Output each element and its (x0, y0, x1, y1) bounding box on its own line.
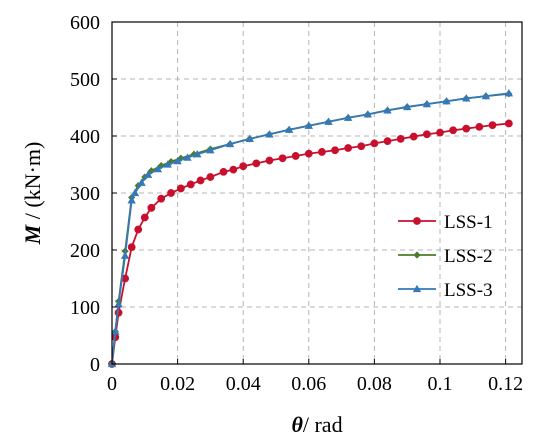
data-point (383, 137, 392, 146)
data-point (481, 91, 491, 100)
data-point (206, 173, 215, 181)
grid-lines (112, 22, 522, 364)
x-tick-label: 0.12 (488, 373, 523, 395)
data-point (291, 152, 300, 160)
data-point (229, 165, 238, 174)
data-point (422, 99, 432, 108)
legend-item: LSS-2 (398, 246, 493, 267)
y-tick-label: 600 (70, 12, 100, 34)
data-point (396, 134, 405, 143)
data-point (343, 113, 353, 121)
data-point (409, 132, 418, 141)
data-point (147, 203, 156, 212)
data-point (265, 130, 274, 138)
data-point (137, 178, 146, 186)
y-tick-label: 300 (70, 183, 100, 205)
y-axis-label: M / (kN·m) (20, 142, 45, 246)
y-tick-label: 0 (90, 354, 100, 376)
data-point (183, 153, 192, 161)
x-tick-label: 0 (107, 373, 117, 395)
data-point (196, 176, 205, 185)
data-point (127, 196, 136, 204)
legend-label: LSS-3 (444, 280, 493, 301)
data-point (245, 134, 254, 142)
data-point (143, 170, 153, 178)
data-point (114, 299, 123, 308)
data-point (475, 122, 484, 131)
data-point (225, 139, 235, 148)
data-point (488, 121, 497, 130)
legend-marker (413, 251, 421, 259)
x-axis-unit: / rad (303, 412, 343, 437)
data-point (252, 159, 261, 168)
y-tick-label: 500 (70, 69, 100, 91)
x-tick-label: 0.04 (226, 373, 261, 395)
y-tick-label: 200 (70, 240, 100, 262)
data-point (186, 180, 195, 189)
data-point (173, 156, 182, 165)
data-point (134, 225, 143, 234)
data-point (130, 188, 140, 197)
data-point (422, 130, 431, 139)
x-tick-label: 0.1 (428, 373, 453, 395)
data-point (278, 154, 287, 163)
data-point (462, 94, 471, 102)
x-axis-symbol: θ (291, 412, 303, 437)
data-point (127, 243, 136, 252)
data-point (304, 149, 313, 158)
data-point (193, 150, 202, 158)
y-axis-unit: / (kN·m) (20, 142, 45, 225)
x-tick-label: 0.06 (291, 373, 326, 395)
data-point (363, 110, 373, 118)
data-point (357, 142, 366, 151)
data-point (403, 102, 412, 111)
data-point (324, 117, 333, 125)
data-point (318, 148, 326, 156)
data-point (163, 160, 172, 168)
legend-marker (413, 217, 421, 225)
legend-item: LSS-3 (398, 280, 493, 301)
data-point (206, 146, 215, 154)
data-point (167, 189, 175, 197)
series-lss-3 (107, 89, 514, 368)
data-point (504, 89, 514, 97)
data-point (344, 144, 353, 152)
data-point (284, 125, 294, 133)
data-point (383, 106, 392, 114)
data-point (120, 251, 130, 259)
data-point (265, 156, 274, 165)
data-point (157, 194, 166, 203)
x-axis-label: θ/ rad (291, 412, 342, 437)
legend-marker (412, 284, 422, 293)
legend-label: LSS-1 (444, 212, 493, 233)
y-tick-labels: 0 100 200 300 400 500 600 (70, 12, 117, 376)
data-point (504, 119, 513, 128)
data-point (111, 327, 120, 335)
data-point (331, 146, 339, 155)
series-lss-1 (108, 119, 513, 368)
data-point (239, 162, 248, 171)
series-layer (107, 89, 514, 368)
y-tick-label: 400 (70, 126, 100, 148)
data-point (462, 124, 471, 133)
data-point (304, 121, 313, 129)
y-axis-symbol: M (20, 223, 45, 245)
x-tick-label: 0.08 (357, 373, 392, 395)
legend-item: LSS-1 (398, 212, 493, 233)
data-point (449, 126, 458, 135)
y-tick-label: 100 (70, 297, 100, 319)
data-point (436, 128, 444, 137)
legend-label: LSS-2 (444, 246, 493, 267)
data-point (219, 168, 228, 176)
data-point (176, 184, 185, 193)
legend: LSS-1 LSS-2 LSS-3 (398, 212, 493, 301)
data-point (153, 164, 163, 173)
data-point (442, 97, 451, 105)
x-tick-label: 0.02 (160, 373, 195, 395)
x-tick-labels: 0 0.02 0.04 0.06 0.08 0.1 0.12 (107, 359, 523, 395)
data-point (140, 213, 149, 222)
data-point (370, 139, 379, 148)
